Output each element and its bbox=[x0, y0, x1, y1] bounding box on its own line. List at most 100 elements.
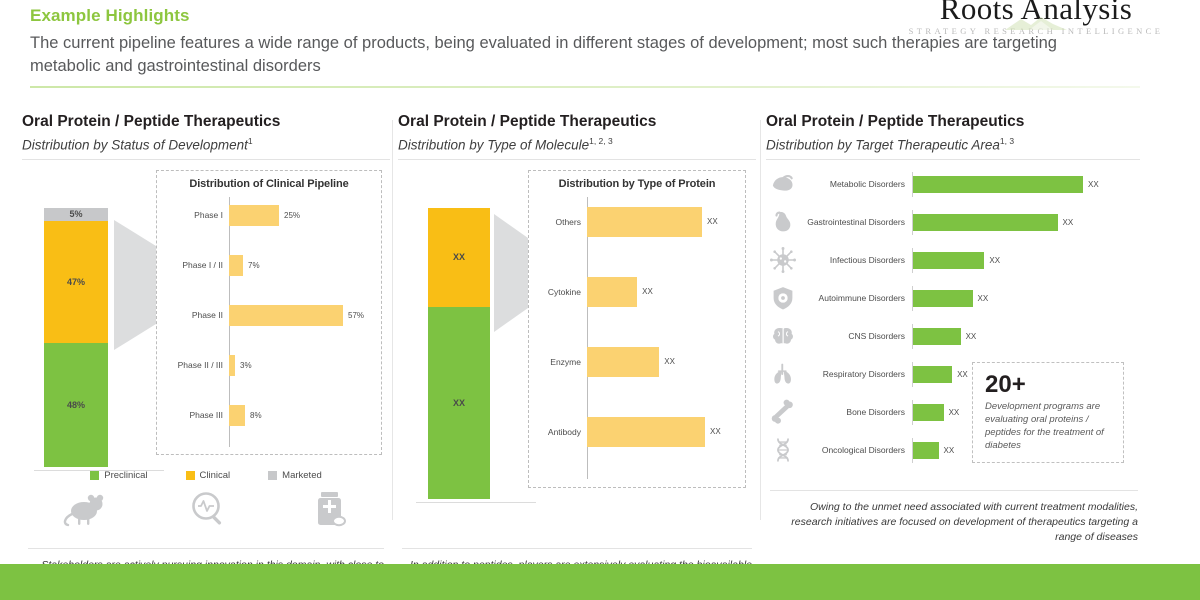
protein-type-label: Others bbox=[555, 216, 581, 227]
pipeline-row-bar bbox=[229, 404, 245, 426]
panel-2-rule bbox=[398, 158, 756, 160]
panel-2-caption-rule bbox=[402, 547, 752, 549]
therapeutic-area-bar bbox=[913, 327, 961, 345]
pipeline-row-bar bbox=[229, 204, 279, 226]
panel-1-title: Oral Protein / Peptide Therapeutics bbox=[22, 113, 281, 130]
magnifier-pulse-icon bbox=[192, 491, 222, 524]
molecule-segment-label: XX bbox=[452, 252, 465, 263]
panel-3-caption-rule bbox=[770, 490, 1138, 491]
pipeline-row: Phase I / II 7% bbox=[157, 254, 381, 276]
pipeline-row-label: Phase II bbox=[191, 310, 223, 320]
therapeutic-area-value: XX bbox=[1088, 179, 1099, 189]
therapeutic-area-track: XX bbox=[912, 247, 1140, 273]
therapeutic-area-axis bbox=[912, 437, 913, 463]
pipeline-row-label: Phase I bbox=[194, 210, 223, 220]
clinical-pipeline-inset: Distribution of Clinical Pipeline Phase … bbox=[156, 169, 382, 455]
therapeutic-area-track: XX bbox=[912, 361, 1140, 387]
protein-type-label: Antibody bbox=[547, 426, 581, 437]
panel-3-title: Oral Protein / Peptide Therapeutics bbox=[766, 113, 1025, 130]
callout-text: Development programs are evaluating oral… bbox=[985, 401, 1104, 451]
therapeutic-area-axis bbox=[912, 361, 913, 387]
inset-1-title: Distribution of Clinical Pipeline bbox=[189, 177, 349, 190]
therapeutic-area-track: XX bbox=[912, 323, 1140, 349]
protein-type-bar bbox=[587, 206, 703, 237]
pipeline-row: Phase III 8% bbox=[157, 404, 381, 426]
panel-divider-1 bbox=[392, 120, 393, 520]
therapeutic-area-label: Gastrointestinal Disorders bbox=[807, 217, 905, 227]
therapeutic-area-label: Metabolic Disorders bbox=[829, 179, 905, 189]
panel-1-subtitle: Distribution by Status of Development1 bbox=[22, 132, 390, 155]
panel-1-footnote-ref: 1 bbox=[247, 136, 253, 146]
legend-item[interactable]: Clinical bbox=[185, 470, 230, 481]
therapeutic-area-axis bbox=[912, 323, 913, 349]
dna-icon bbox=[766, 437, 800, 463]
bone-icon bbox=[766, 399, 800, 425]
diabetes-callout: 20+ Development programs are evaluating … bbox=[972, 362, 1124, 463]
panel-3-rule bbox=[766, 158, 1140, 160]
legend-item[interactable]: Marketed bbox=[268, 470, 322, 481]
therapeutic-area-label: Oncological Disorders bbox=[821, 445, 905, 455]
therapeutic-area-row: Bone Disorders XX bbox=[766, 399, 1140, 425]
therapeutic-area-row: Respiratory Disorders XX bbox=[766, 361, 1140, 387]
panel-therapeutic-area: Oral Protein / Peptide Therapeutics Dist… bbox=[766, 112, 1140, 560]
pipeline-row-value: 8% bbox=[250, 410, 262, 420]
pipeline-row: Phase II 57% bbox=[157, 304, 381, 326]
brand-logo: Roots Analysis STRATEGY RESEARCH INTELLI… bbox=[886, 0, 1186, 36]
therapeutic-area-axis bbox=[912, 399, 913, 425]
therapeutic-area-bar bbox=[913, 175, 1083, 193]
therapeutic-area-label: CNS Disorders bbox=[848, 331, 905, 341]
therapeutic-area-chart: Metabolic Disorders XX Gastrointestinal Di… bbox=[766, 170, 1140, 500]
protein-type-label: Cytokine bbox=[547, 286, 581, 297]
panel-2-title: Oral Protein / Peptide Therapeutics bbox=[398, 113, 657, 130]
therapeutic-area-row: Metabolic Disorders XX bbox=[766, 171, 1140, 197]
therapeutic-area-axis bbox=[912, 209, 913, 235]
therapeutic-area-axis bbox=[912, 285, 913, 311]
therapeutic-area-row: CNS Disorders XX bbox=[766, 323, 1140, 349]
protein-type-bar bbox=[587, 276, 638, 307]
protein-type-bar bbox=[587, 416, 705, 447]
legend-swatch bbox=[90, 470, 100, 480]
stack-baseline bbox=[34, 469, 164, 471]
panel-1-caption-rule bbox=[28, 547, 384, 549]
status-legend: Preclinical Clinical Marketed bbox=[22, 470, 390, 481]
panel-status-of-development: Oral Protein / Peptide Therapeutics Dist… bbox=[22, 112, 390, 586]
protein-type-bar bbox=[587, 346, 660, 377]
panel-3-caption: Owing to the unmet need associated with … bbox=[791, 501, 1138, 543]
therapeutic-area-axis bbox=[912, 247, 913, 273]
therapeutic-area-track: XX bbox=[912, 399, 1140, 425]
molecule-segment-protein: XX bbox=[428, 207, 490, 307]
therapeutic-area-value: XX bbox=[948, 407, 960, 417]
therapeutic-area-value: XX bbox=[943, 445, 955, 455]
pipeline-row-value: 57% bbox=[348, 310, 365, 320]
pipeline-row-value: 3% bbox=[240, 360, 252, 370]
panel-2-footnote-ref: 1, 2, 3 bbox=[589, 136, 613, 146]
inset-2-title: Distribution by Type of Protein bbox=[558, 177, 716, 190]
protein-type-value: XX bbox=[707, 217, 718, 226]
therapeutic-area-track: XX bbox=[912, 285, 1140, 311]
protein-type-value: XX bbox=[642, 287, 653, 296]
muscle-arm-icon bbox=[766, 171, 800, 197]
stack-segment-label: 48% bbox=[66, 400, 85, 411]
lungs-icon bbox=[766, 361, 800, 387]
callout-number: 20+ bbox=[985, 371, 1026, 398]
therapeutic-area-row: Infectious Disorders XX bbox=[766, 247, 1140, 273]
pill-bottle-icon bbox=[317, 491, 346, 526]
legend-label: Marketed bbox=[282, 469, 322, 481]
brain-icon bbox=[766, 323, 800, 349]
pipeline-row-value: 7% bbox=[248, 260, 260, 270]
legend-item[interactable]: Preclinical bbox=[90, 470, 148, 481]
panel-divider-2 bbox=[760, 120, 761, 520]
mountain-icon bbox=[1005, 17, 1067, 30]
legend-swatch bbox=[185, 470, 195, 480]
therapeutic-area-track: XX bbox=[912, 171, 1140, 197]
status-stacked-bar: 5% 47% 48% bbox=[44, 207, 108, 468]
therapeutic-area-value: XX bbox=[989, 255, 1001, 265]
pipeline-row-bar bbox=[229, 304, 343, 326]
panel-1-body: 5% 47% 48% Distribution of Clinical Pipeli… bbox=[22, 169, 390, 586]
therapeutic-area-row: Gastrointestinal Disorders XX bbox=[766, 209, 1140, 235]
header-divider bbox=[30, 86, 1140, 88]
panel-3-footnote-ref: 1, 3 bbox=[999, 136, 1015, 146]
page-kicker: Example Highlights bbox=[30, 6, 190, 25]
therapeutic-area-label: Respiratory Disorders bbox=[822, 369, 905, 379]
